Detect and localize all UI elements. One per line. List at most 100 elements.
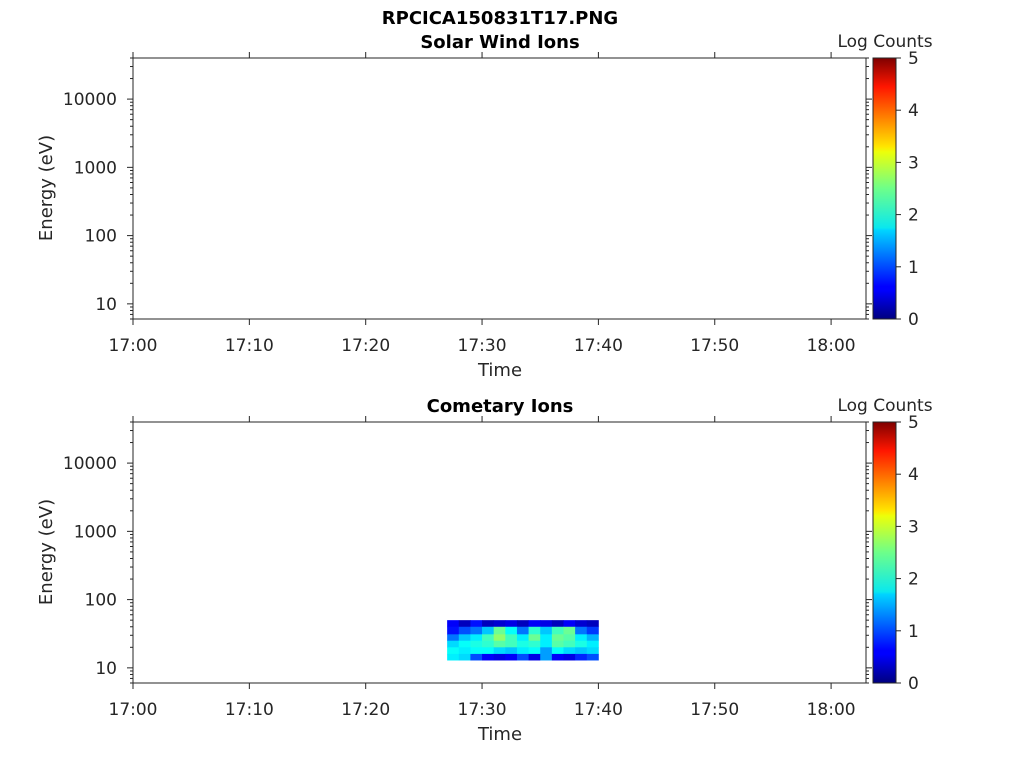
cometary-ions-panel: Cometary Ions 17:00 17:10 17:20 17:30 17:40 1… [36, 396, 933, 745]
heatmap-cell [551, 620, 564, 628]
heatmap-cell [563, 647, 576, 655]
heatmap-cell [563, 634, 576, 642]
heatmap-cell [493, 626, 506, 635]
x-tick-label: 17:00 [109, 336, 158, 356]
x-tick-label: 17:20 [341, 336, 390, 356]
colorbar-tick-label: 1 [908, 258, 919, 278]
x-tick-label: 18:00 [807, 700, 856, 720]
heatmap-cell [516, 653, 529, 661]
heatmap-cell [586, 620, 599, 628]
heatmap-cell [493, 634, 506, 642]
heatmap-cell [575, 653, 588, 661]
heatmap-cell [470, 626, 483, 635]
heatmap-cell [551, 634, 564, 642]
heatmap-cell [563, 640, 576, 648]
heatmap-cell [586, 640, 599, 648]
heatmap-cell [493, 653, 506, 661]
heatmap-cell [482, 647, 495, 655]
heatmap-cell [447, 640, 460, 648]
heatmap-cell [505, 653, 518, 661]
y-axis-label: Energy (eV) [36, 135, 57, 241]
x-tick-label: 17:10 [225, 336, 274, 356]
plot-area [132, 421, 867, 684]
heatmap-cell [482, 626, 495, 635]
heatmap-cell [575, 647, 588, 655]
colorbar-tick-label: 1 [908, 622, 919, 642]
heatmap-cell [586, 626, 599, 635]
y-tick-label: 10000 [63, 90, 117, 110]
heatmap-cell [458, 634, 471, 642]
heatmap-cell [575, 640, 588, 648]
x-tick-label: 17:30 [458, 700, 507, 720]
colorbar-tick-label: 4 [908, 465, 919, 485]
y-tick-label: 100 [85, 227, 117, 247]
heatmap-cell [540, 620, 553, 628]
heatmap-cell [586, 653, 599, 661]
y-axis: 10 100 1000 10000 [63, 421, 872, 684]
heatmap-cell [575, 634, 588, 642]
colorbar-tick-label: 5 [908, 413, 919, 433]
x-tick-label: 18:00 [807, 336, 856, 356]
heatmap-cell [447, 647, 460, 655]
heatmap-cell [470, 653, 483, 661]
colorbar-label: Log Counts [837, 396, 932, 416]
heatmap-cell [563, 653, 576, 661]
heatmap-cell [516, 620, 529, 628]
figure-title: RPCICA150831T17.PNG [382, 8, 618, 29]
heatmap-cell [540, 626, 553, 635]
heatmap-cell [470, 647, 483, 655]
heatmap-cell [540, 640, 553, 648]
heatmap-cell [505, 626, 518, 635]
heatmap-cell [540, 647, 553, 655]
colorbar-ticks: 0 1 2 3 4 5 [896, 49, 919, 330]
heatmap-cell [482, 653, 495, 661]
heatmap-cell [470, 634, 483, 642]
heatmap-cell [482, 640, 495, 648]
heatmap-cell [458, 647, 471, 655]
heatmap-cell [458, 626, 471, 635]
colorbar-tick-label: 0 [908, 674, 919, 694]
solar-wind-ions-panel: Solar Wind Ions 17:00 17:10 17:20 17:30 17:4… [36, 32, 933, 381]
colorbar-label: Log Counts [837, 32, 932, 52]
heatmap-cell [551, 647, 564, 655]
panel-title: Cometary Ions [427, 396, 574, 417]
heatmap-cell [447, 653, 460, 661]
plot-area [132, 57, 867, 320]
y-axis: 10 100 1000 10000 [63, 57, 872, 320]
panel-title: Solar Wind Ions [420, 32, 579, 53]
colorbar [872, 57, 897, 320]
heatmap-cell [447, 626, 460, 635]
y-tick-label: 1000 [74, 158, 117, 178]
heatmap-cell [493, 647, 506, 655]
heatmap-cell [505, 640, 518, 648]
heatmap-cell [458, 640, 471, 648]
heatmap-cell [528, 626, 541, 635]
x-axis-label: Time [477, 360, 522, 381]
x-axis: 17:00 17:10 17:20 17:30 17:40 17:50 18:00 [109, 416, 856, 720]
heatmap-cell [528, 634, 541, 642]
y-tick-label: 10000 [63, 454, 117, 474]
heatmap-cell [563, 620, 576, 628]
heatmap-cell [458, 653, 471, 661]
heatmap-cell [551, 640, 564, 648]
y-axis-label: Energy (eV) [36, 499, 57, 605]
heatmap-cell [586, 647, 599, 655]
x-tick-label: 17:00 [109, 700, 158, 720]
x-tick-label: 17:50 [690, 700, 739, 720]
heatmap-cell [586, 634, 599, 642]
heatmap-cell [551, 653, 564, 661]
heatmap-cell [516, 634, 529, 642]
heatmap-cell [516, 640, 529, 648]
heatmap-cell [482, 634, 495, 642]
x-tick-label: 17:40 [574, 336, 623, 356]
heatmap-cell [551, 626, 564, 635]
x-axis: 17:00 17:10 17:20 17:30 17:40 17:50 18:00 [109, 52, 856, 356]
heatmap-cell [493, 640, 506, 648]
heatmap-cell [505, 620, 518, 628]
spectrogram-cells [447, 620, 599, 661]
heatmap-cell [528, 653, 541, 661]
heatmap-cell [505, 647, 518, 655]
heatmap-cell [575, 626, 588, 635]
colorbar-tick-label: 2 [908, 570, 919, 590]
